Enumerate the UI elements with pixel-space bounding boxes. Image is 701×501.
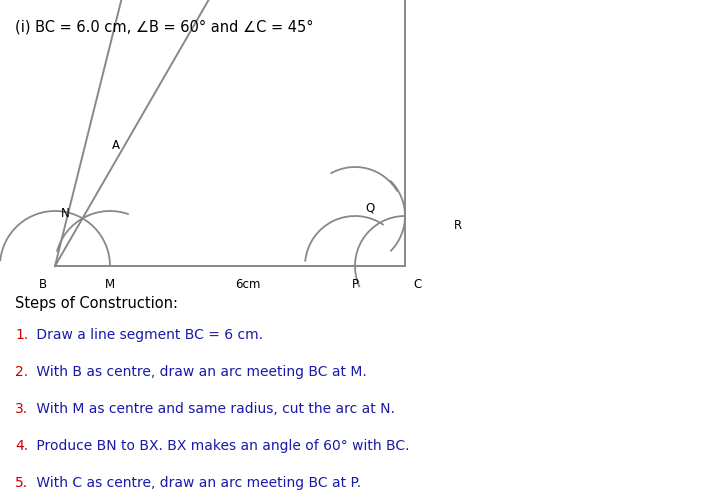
Text: C: C <box>413 278 421 291</box>
Text: With C as centre, draw an arc meeting BC at P.: With C as centre, draw an arc meeting BC… <box>32 476 362 490</box>
Text: 5.: 5. <box>15 476 28 490</box>
Text: Draw a line segment BC = 6 cm.: Draw a line segment BC = 6 cm. <box>32 328 264 342</box>
Text: 4.: 4. <box>15 439 28 453</box>
Text: (i) BC = 6.0 cm, ∠B = 60° and ∠C = 45°: (i) BC = 6.0 cm, ∠B = 60° and ∠C = 45° <box>15 19 313 34</box>
Text: M: M <box>105 278 115 291</box>
Text: A: A <box>111 139 120 152</box>
Text: With M as centre and same radius, cut the arc at N.: With M as centre and same radius, cut th… <box>32 402 395 416</box>
Text: Q: Q <box>365 201 374 214</box>
Text: Produce BN to BX. BX makes an angle of 60° with BC.: Produce BN to BX. BX makes an angle of 6… <box>32 439 410 453</box>
Text: 1.: 1. <box>15 328 28 342</box>
Text: With B as centre, draw an arc meeting BC at M.: With B as centre, draw an arc meeting BC… <box>32 365 367 379</box>
Text: P: P <box>351 278 358 291</box>
Text: 6cm: 6cm <box>235 278 260 291</box>
Text: B: B <box>39 278 47 291</box>
Text: Steps of Construction:: Steps of Construction: <box>15 296 178 311</box>
Text: 3.: 3. <box>15 402 28 416</box>
Text: N: N <box>61 207 70 220</box>
Text: 2.: 2. <box>15 365 28 379</box>
Text: R: R <box>454 219 463 232</box>
